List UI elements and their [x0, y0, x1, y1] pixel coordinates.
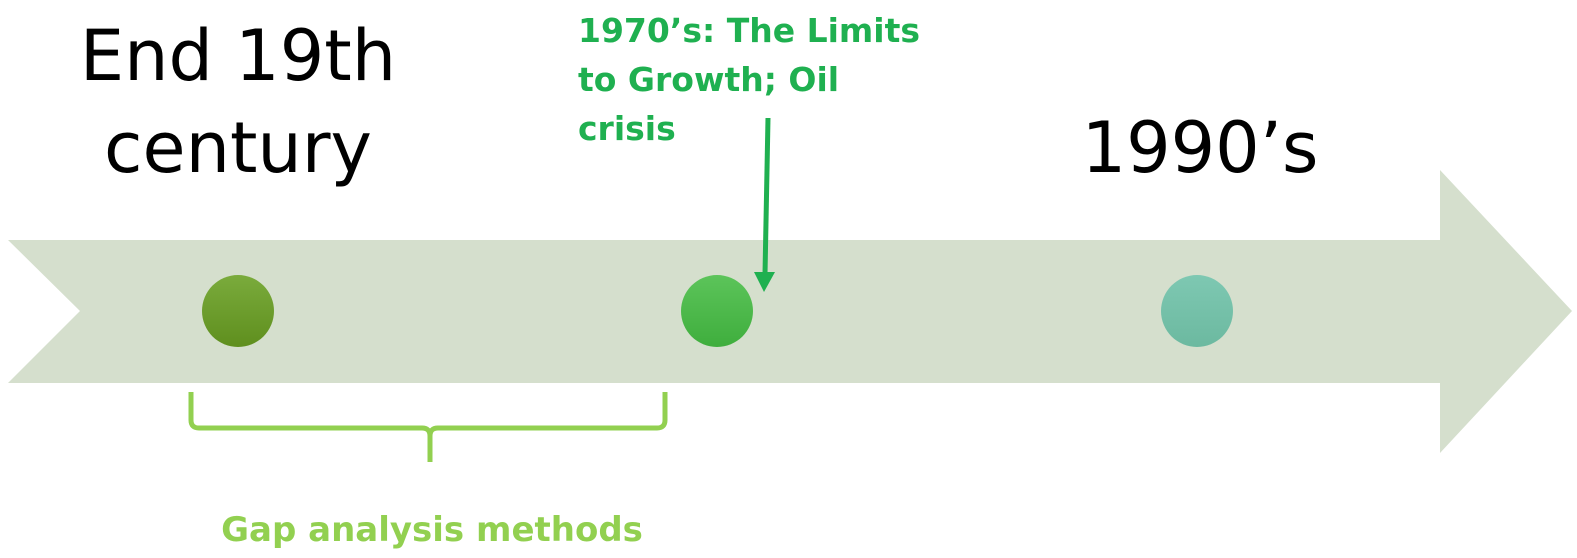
start-label: century — [104, 107, 372, 189]
milestone-dot — [202, 275, 274, 347]
milestone-dot — [1161, 275, 1233, 347]
span-label: Gap analysis methods — [221, 510, 643, 550]
timeline-arrow — [8, 170, 1572, 453]
annotation-text: to Growth; Oil — [578, 60, 839, 99]
start-label: End 19th — [80, 15, 396, 97]
annotation-text: 1970’s: The Limits — [578, 11, 920, 50]
milestone-dot — [681, 275, 753, 347]
annotation-text: crisis — [578, 109, 676, 148]
end-label: 1990’s — [1082, 107, 1319, 189]
span-brace — [188, 392, 668, 462]
annotation-arrowhead — [754, 272, 775, 292]
annotation-arrow — [762, 117, 771, 275]
